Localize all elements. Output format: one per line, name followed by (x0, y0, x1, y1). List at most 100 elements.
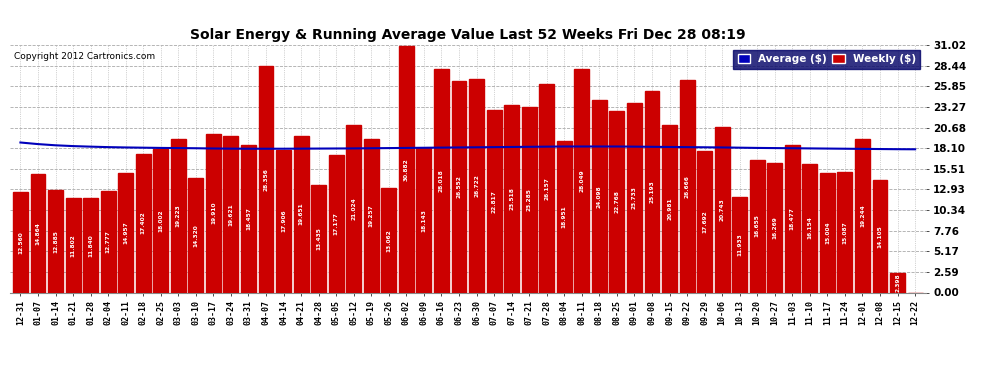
Text: 19.244: 19.244 (860, 204, 865, 227)
Bar (487, 111, 502, 292)
Text: 26.552: 26.552 (456, 175, 461, 198)
Bar (715, 127, 730, 292)
Text: 19.651: 19.651 (299, 203, 304, 225)
Title: Solar Energy & Running Average Value Last 52 Weeks Fri Dec 28 08:19: Solar Energy & Running Average Value Las… (190, 28, 745, 42)
Text: 14.320: 14.320 (193, 224, 198, 247)
Text: 13.062: 13.062 (386, 229, 391, 252)
Bar (13, 192, 28, 292)
Text: 25.193: 25.193 (649, 181, 654, 203)
Bar (206, 134, 221, 292)
Text: 13.435: 13.435 (316, 228, 321, 251)
Text: 26.157: 26.157 (544, 177, 549, 200)
Bar (83, 198, 98, 292)
Bar (258, 66, 273, 292)
Bar (890, 273, 905, 292)
Text: 19.621: 19.621 (229, 203, 234, 226)
Bar (65, 198, 80, 292)
Bar (364, 139, 379, 292)
Bar (469, 79, 484, 292)
Text: 23.518: 23.518 (509, 187, 514, 210)
Text: 15.004: 15.004 (825, 221, 830, 244)
Bar (679, 80, 695, 292)
Bar (767, 163, 782, 292)
Bar (381, 188, 396, 292)
Text: 16.269: 16.269 (772, 216, 777, 239)
Text: 22.768: 22.768 (615, 190, 620, 213)
Bar (171, 139, 186, 292)
Bar (241, 145, 256, 292)
Bar (101, 190, 116, 292)
Bar (276, 150, 291, 292)
Bar (346, 125, 361, 292)
Bar (574, 69, 589, 292)
Bar (785, 145, 800, 292)
Bar (697, 152, 712, 292)
Text: 16.655: 16.655 (754, 214, 759, 237)
Bar (136, 154, 150, 292)
Text: 11.802: 11.802 (70, 234, 75, 257)
Text: 21.024: 21.024 (351, 197, 356, 220)
Bar (820, 173, 835, 292)
Text: 28.049: 28.049 (579, 169, 584, 192)
Text: 18.457: 18.457 (246, 207, 251, 230)
Text: 18.002: 18.002 (158, 209, 163, 232)
Text: 26.722: 26.722 (474, 174, 479, 197)
Bar (592, 100, 607, 292)
Bar (872, 180, 887, 292)
Text: 17.177: 17.177 (334, 213, 339, 236)
Bar (417, 148, 432, 292)
Bar (224, 136, 239, 292)
Text: 22.817: 22.817 (492, 190, 497, 213)
Text: 19.257: 19.257 (369, 204, 374, 227)
Bar (31, 174, 46, 292)
Text: 19.223: 19.223 (176, 204, 181, 227)
Bar (329, 156, 344, 292)
Text: 23.285: 23.285 (527, 188, 532, 211)
Text: 14.957: 14.957 (123, 222, 128, 244)
Bar (749, 160, 764, 292)
Text: 16.154: 16.154 (808, 217, 813, 240)
Bar (311, 185, 326, 292)
Bar (627, 103, 642, 292)
Text: 19.910: 19.910 (211, 202, 216, 224)
Legend: Average ($), Weekly ($): Average ($), Weekly ($) (734, 50, 921, 69)
Text: 12.885: 12.885 (53, 230, 58, 252)
Bar (504, 105, 519, 292)
Text: 17.906: 17.906 (281, 210, 286, 232)
Bar (838, 172, 852, 292)
Text: 24.098: 24.098 (597, 185, 602, 208)
Text: 23.733: 23.733 (632, 186, 637, 209)
Text: 20.981: 20.981 (667, 198, 672, 220)
Bar (556, 141, 571, 292)
Bar (188, 178, 203, 292)
Text: 18.143: 18.143 (422, 209, 427, 231)
Bar (540, 84, 554, 292)
Text: 15.087: 15.087 (842, 221, 847, 244)
Text: 14.864: 14.864 (36, 222, 41, 245)
Bar (49, 190, 63, 292)
Bar (610, 111, 625, 292)
Bar (662, 125, 677, 292)
Text: 12.777: 12.777 (106, 230, 111, 253)
Text: 11.840: 11.840 (88, 234, 93, 256)
Bar (153, 149, 168, 292)
Text: 11.933: 11.933 (738, 234, 742, 256)
Bar (434, 69, 448, 292)
Text: Copyright 2012 Cartronics.com: Copyright 2012 Cartronics.com (15, 53, 155, 62)
Bar (803, 164, 818, 292)
Bar (855, 139, 870, 292)
Bar (733, 197, 747, 292)
Text: 17.692: 17.692 (702, 210, 707, 233)
Bar (644, 92, 659, 292)
Text: 17.402: 17.402 (141, 212, 146, 234)
Text: 2.398: 2.398 (895, 274, 900, 292)
Text: 28.018: 28.018 (439, 170, 444, 192)
Bar (451, 81, 466, 292)
Text: 18.477: 18.477 (790, 207, 795, 230)
Bar (118, 173, 133, 292)
Text: 28.356: 28.356 (263, 168, 268, 191)
Text: 14.105: 14.105 (877, 225, 882, 248)
Text: 12.560: 12.560 (18, 231, 23, 254)
Text: 20.743: 20.743 (720, 198, 725, 221)
Bar (294, 136, 309, 292)
